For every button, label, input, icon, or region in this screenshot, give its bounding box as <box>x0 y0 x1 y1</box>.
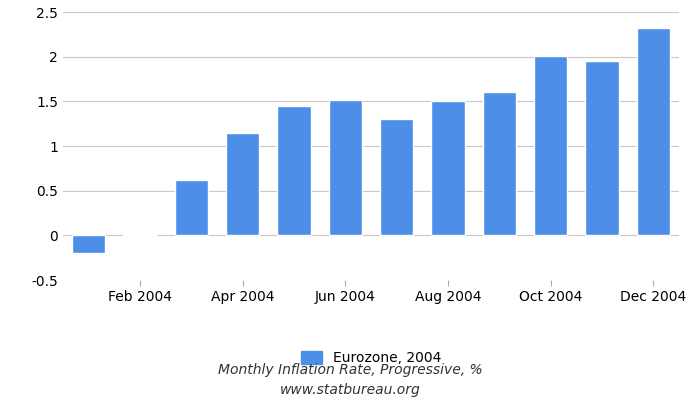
Legend: Eurozone, 2004: Eurozone, 2004 <box>295 346 447 371</box>
Text: Monthly Inflation Rate, Progressive, %: Monthly Inflation Rate, Progressive, % <box>218 363 482 377</box>
Bar <box>637 28 670 235</box>
Bar <box>380 119 413 235</box>
Bar <box>174 180 208 235</box>
Bar <box>483 92 516 235</box>
Bar <box>534 56 567 235</box>
Bar <box>277 106 311 235</box>
Bar <box>123 234 157 235</box>
Bar <box>329 100 362 235</box>
Bar <box>585 61 619 235</box>
Bar <box>72 235 105 253</box>
Text: www.statbureau.org: www.statbureau.org <box>279 383 421 397</box>
Bar <box>431 101 465 235</box>
Bar <box>226 133 259 235</box>
